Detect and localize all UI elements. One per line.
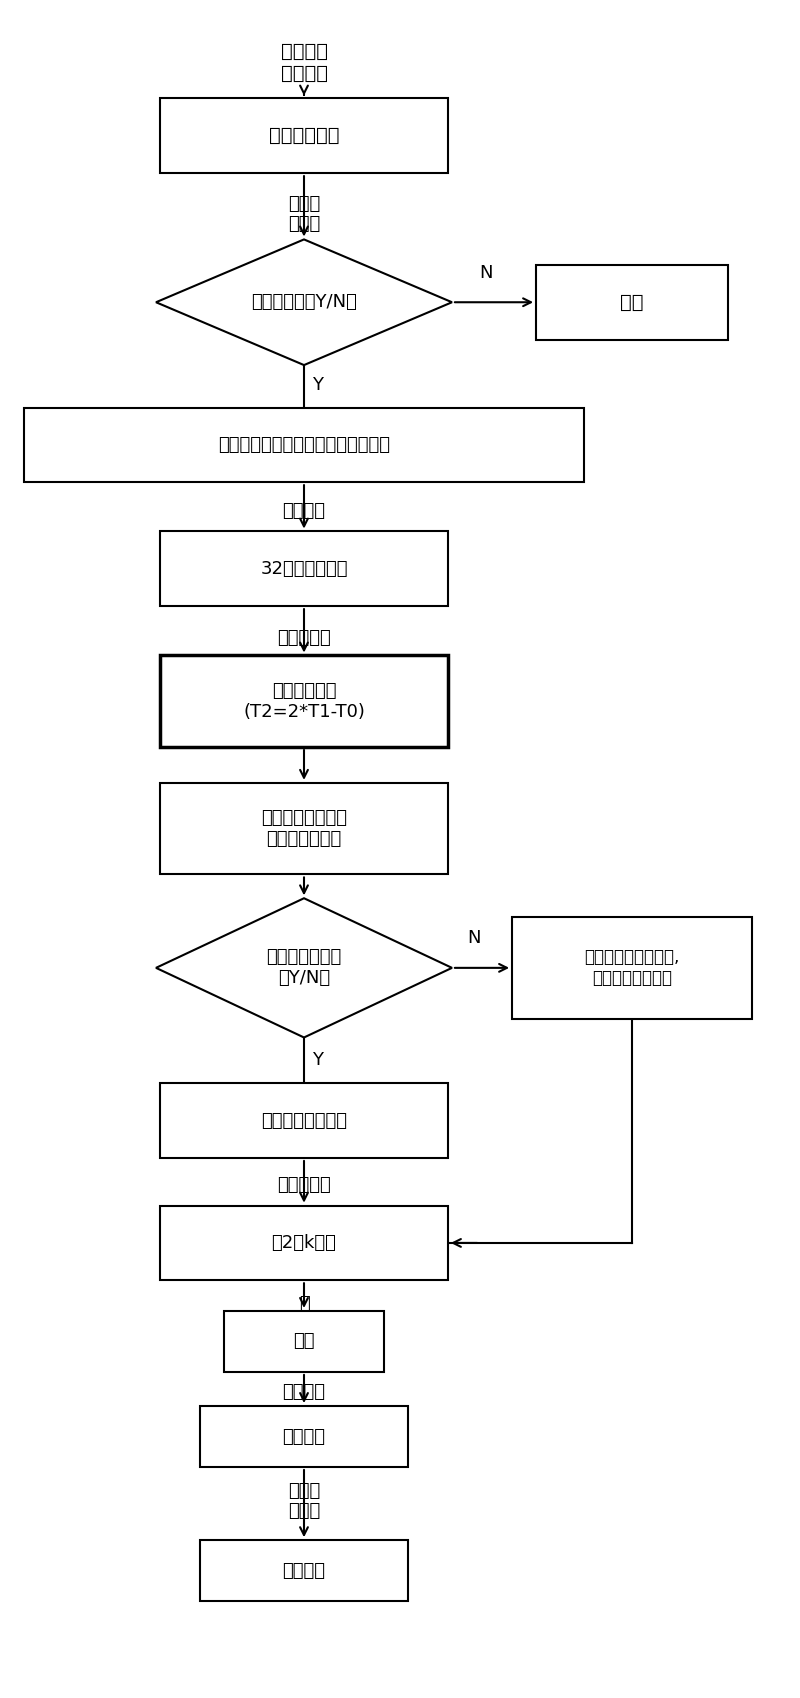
Text: Y: Y	[312, 377, 323, 394]
Text: Y: Y	[312, 1051, 323, 1068]
FancyBboxPatch shape	[512, 917, 752, 1019]
Text: 锁存: 锁存	[294, 1333, 314, 1350]
FancyBboxPatch shape	[536, 265, 728, 340]
FancyBboxPatch shape	[24, 408, 584, 482]
Text: 锁存商值: 锁存商值	[282, 1384, 326, 1401]
FancyBboxPatch shape	[160, 1083, 448, 1158]
Text: 减法计数: 减法计数	[282, 1428, 326, 1445]
Text: 倍频完成: 倍频完成	[282, 1562, 326, 1579]
Text: 调理后的
键相信号: 调理后的 键相信号	[281, 42, 327, 83]
Text: 周期预测值: 周期预测值	[277, 1177, 331, 1194]
FancyBboxPatch shape	[160, 98, 448, 173]
Text: N: N	[467, 929, 481, 947]
Text: 时钟同步处理: 时钟同步处理	[269, 126, 339, 146]
Text: 计数器锁存计数值并置零为计数初值: 计数器锁存计数值并置零为计数初值	[218, 436, 390, 453]
FancyBboxPatch shape	[160, 783, 448, 874]
Text: 32位加法器计数: 32位加法器计数	[260, 560, 348, 577]
Text: 计数初值: 计数初值	[282, 503, 326, 520]
Polygon shape	[156, 898, 452, 1037]
Text: 除2的k次方: 除2的k次方	[271, 1234, 337, 1251]
Text: 误差大于阈值？
（Y/N）: 误差大于阈值？ （Y/N）	[266, 949, 342, 987]
Text: 计算预测周期
(T2=2*T1-T0): 计算预测周期 (T2=2*T1-T0)	[243, 683, 365, 720]
Text: 丢弃当前周期预测值,
取上一周期预测值: 丢弃当前周期预测值, 取上一周期预测值	[584, 949, 680, 987]
Text: 商: 商	[298, 1296, 310, 1313]
FancyBboxPatch shape	[200, 1540, 408, 1601]
Text: 取当前周期预测值: 取当前周期预测值	[261, 1112, 347, 1129]
FancyBboxPatch shape	[200, 1406, 408, 1467]
FancyBboxPatch shape	[160, 1206, 448, 1280]
Polygon shape	[156, 239, 452, 365]
Text: 时钟同
步信号: 时钟同 步信号	[288, 195, 320, 233]
FancyBboxPatch shape	[160, 655, 448, 747]
Text: N: N	[479, 263, 493, 282]
Text: 周期计数值: 周期计数值	[277, 630, 331, 647]
Text: 计算相邻两个周期
的周期增量误差: 计算相邻两个周期 的周期增量误差	[261, 810, 347, 847]
Text: 倍频信
号输出: 倍频信 号输出	[288, 1482, 320, 1520]
Text: 等待: 等待	[620, 292, 644, 312]
FancyBboxPatch shape	[160, 531, 448, 606]
Text: 上升沿到否（Y/N）: 上升沿到否（Y/N）	[251, 294, 357, 311]
FancyBboxPatch shape	[224, 1311, 384, 1372]
